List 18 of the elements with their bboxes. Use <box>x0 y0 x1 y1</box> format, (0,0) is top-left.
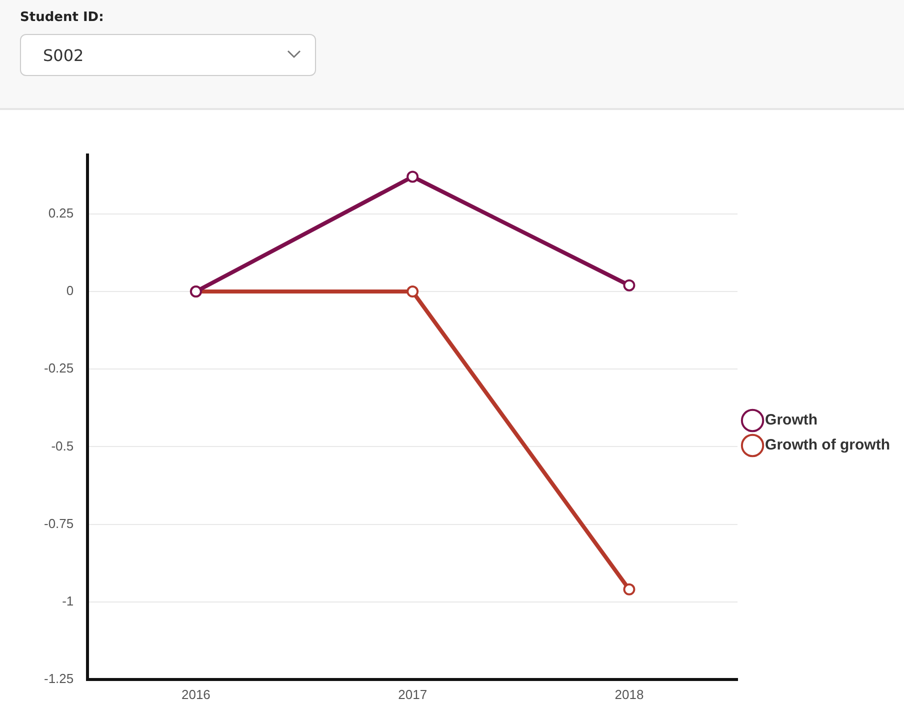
y-tick-label: -1.25 <box>44 670 74 686</box>
y-tick-label: -0.75 <box>44 516 74 531</box>
y-tick-label: 0 <box>66 283 74 298</box>
y-tick-label: 0.25 <box>48 206 74 221</box>
y-tick-label: -0.5 <box>51 438 74 454</box>
legend-label: Growth <box>765 412 818 429</box>
dropdown-field: S002 <box>20 34 316 76</box>
point <box>623 279 636 292</box>
text: Student ID: <box>20 10 104 25</box>
legend-label: Growth of growth <box>765 436 890 454</box>
y-tick-label: -1 <box>62 593 74 608</box>
point <box>406 170 419 183</box>
x-tick-label: 2018 <box>614 686 644 702</box>
x-tick-label: 2016 <box>181 686 210 702</box>
point <box>406 286 419 298</box>
point <box>623 583 636 596</box>
y-tick-label: -0.25 <box>44 360 74 376</box>
x-tick-label: 2017 <box>398 686 428 702</box>
